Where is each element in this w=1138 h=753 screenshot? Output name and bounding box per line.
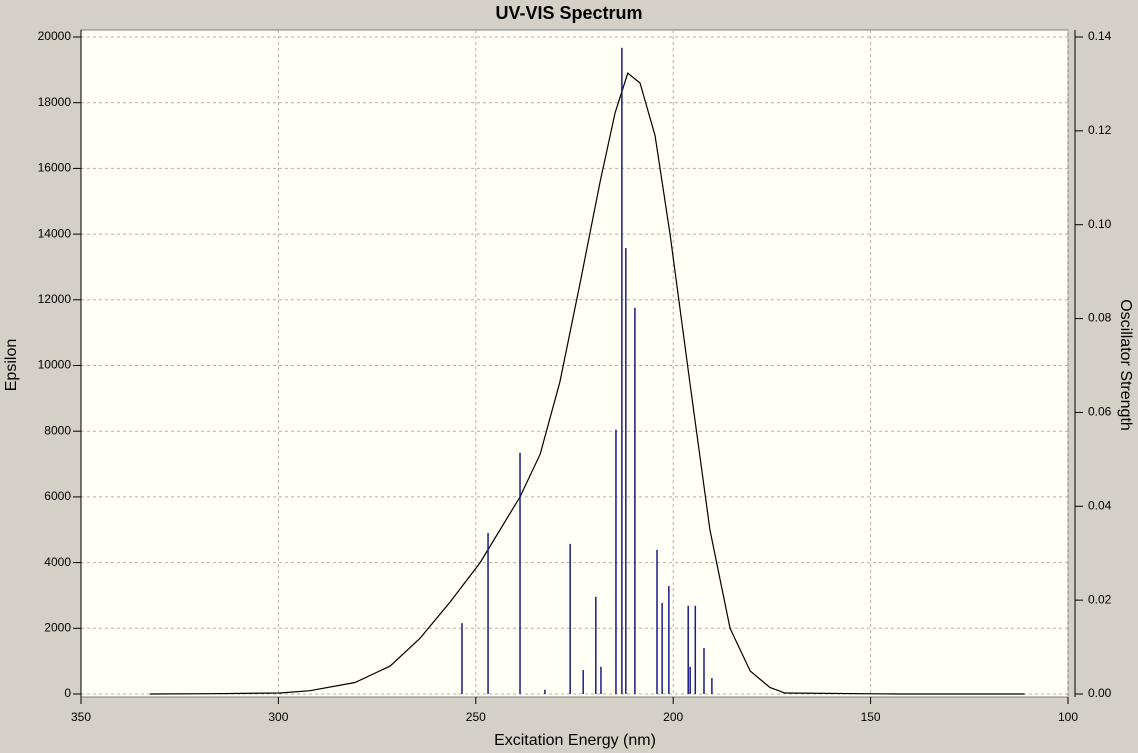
x-axis-title: Excitation Energy (nm) <box>494 732 656 749</box>
spectrum-line <box>150 72 1025 695</box>
plot-area <box>80 29 1069 698</box>
y2-tick-label: 0.00 <box>1088 686 1112 700</box>
y-tick-label: 20000 <box>38 29 72 43</box>
y-tick-label: 10000 <box>38 358 72 372</box>
y-tick-label: 2000 <box>44 620 71 634</box>
y-tick-label: 0 <box>64 686 71 700</box>
y2-tick-label: 0.08 <box>1088 311 1112 325</box>
y-tick-label: 12000 <box>38 292 72 306</box>
x-tick-label: 300 <box>268 710 288 724</box>
y-tick-label: 14000 <box>38 226 72 240</box>
y2-tick-label: 0.02 <box>1088 592 1112 606</box>
y-axis-title: Epsilon <box>3 339 20 391</box>
y-tick-label: 16000 <box>38 161 72 175</box>
y-tick-label: 8000 <box>44 423 71 437</box>
y2-tick-label: 0.14 <box>1088 29 1112 43</box>
y2-tick-label: 0.04 <box>1088 498 1112 512</box>
x-tick-label: 250 <box>466 710 486 724</box>
y2-tick-label: 0.12 <box>1088 123 1112 137</box>
y-tick-label: 6000 <box>44 489 71 503</box>
x-tick-label: 350 <box>71 710 91 724</box>
y-tick-label: 4000 <box>44 555 71 569</box>
x-tick-label: 100 <box>1058 710 1078 724</box>
y2-axis-title: Oscillator Strength <box>1117 299 1134 431</box>
x-tick-label: 200 <box>663 710 683 724</box>
y2-tick-label: 0.10 <box>1088 217 1112 231</box>
y2-tick-label: 0.06 <box>1088 405 1112 419</box>
x-tick-label: 150 <box>861 710 881 724</box>
chart-title: UV-VIS Spectrum <box>495 3 642 23</box>
y-tick-label: 18000 <box>38 95 72 109</box>
